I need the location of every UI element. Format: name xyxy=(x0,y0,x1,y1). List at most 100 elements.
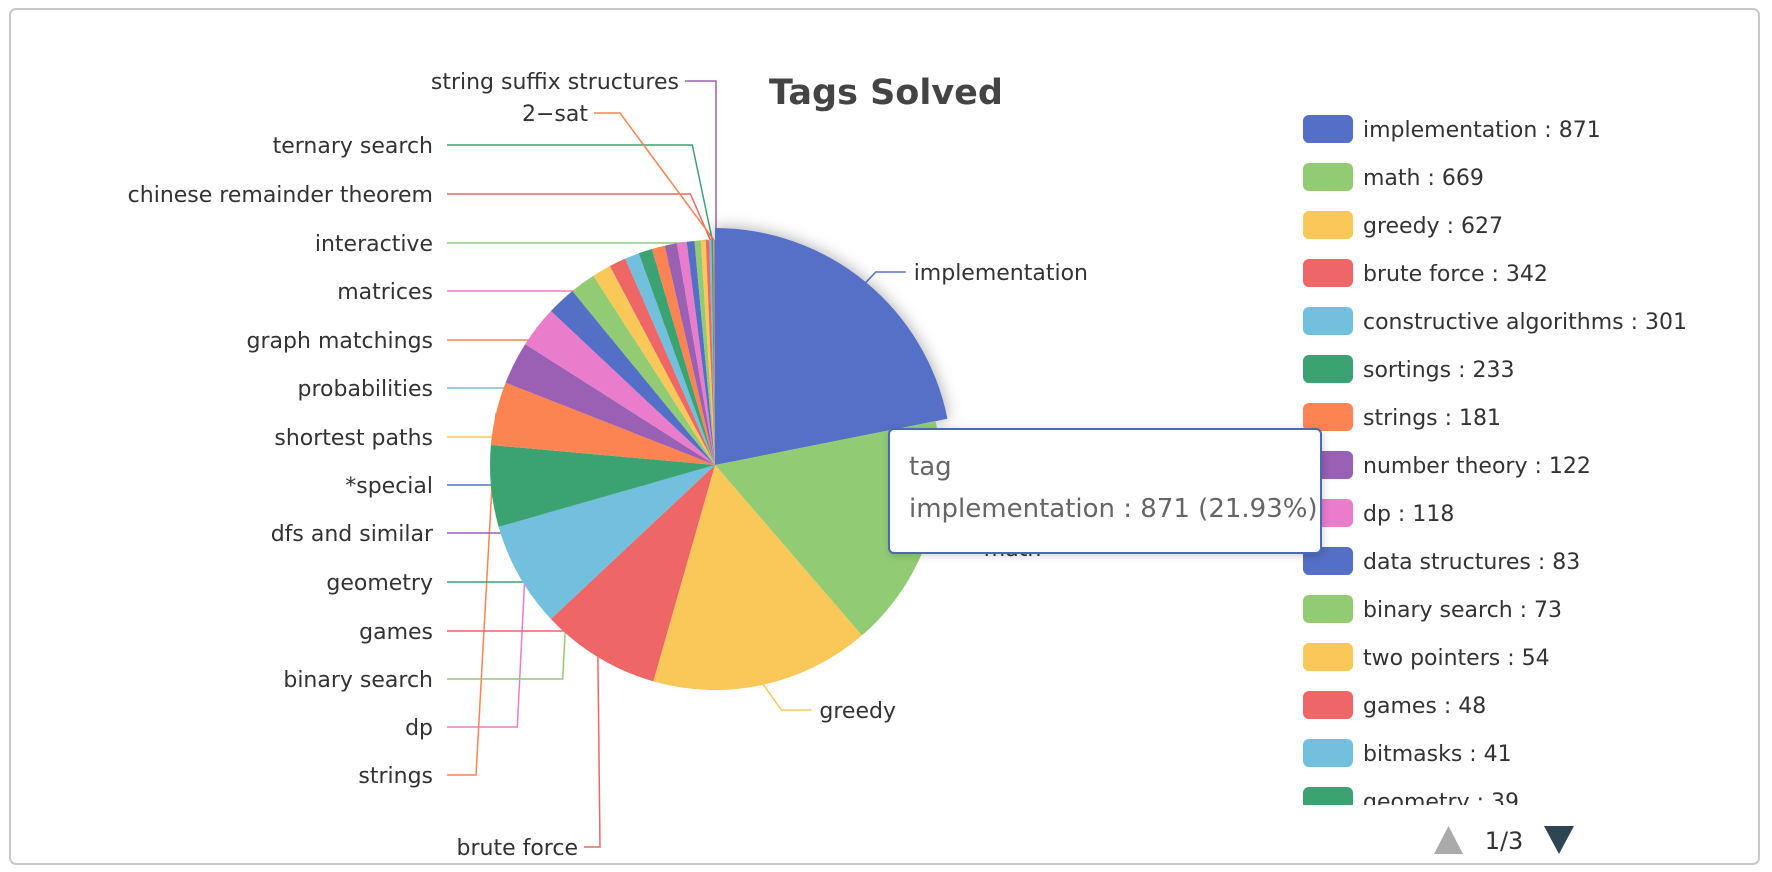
legend-item[interactable]: data structures : 83 xyxy=(1303,547,1580,575)
label-line-strings xyxy=(447,413,497,776)
legend-item[interactable]: two pointers : 54 xyxy=(1303,643,1550,671)
pie-slice-binary-search[interactable] xyxy=(572,275,715,465)
legend-item[interactable]: strings : 181 xyxy=(1303,403,1501,431)
legend-label: binary search : 73 xyxy=(1363,598,1562,623)
slice-labels: implementationmathgreedybrute forcestrin… xyxy=(128,70,1088,861)
label-line-interactive xyxy=(447,239,708,244)
legend-swatch xyxy=(1303,211,1353,239)
legend-item[interactable]: math : 669 xyxy=(1303,163,1484,191)
legend-item[interactable]: binary search : 73 xyxy=(1303,595,1562,623)
label-line-chinese-remainder-theorem xyxy=(447,193,712,241)
legend-swatch xyxy=(1303,115,1353,143)
legend-item[interactable]: brute force : 342 xyxy=(1303,259,1548,287)
legend-swatch xyxy=(1303,595,1353,623)
label-line-brute-force xyxy=(584,657,601,848)
legend-label: dp : 118 xyxy=(1363,502,1454,527)
slice-label-dp: dp xyxy=(405,716,433,741)
legend-label: math : 669 xyxy=(1363,166,1484,191)
legend-label: number theory : 122 xyxy=(1363,454,1591,479)
legend-swatch xyxy=(1303,163,1353,191)
legend-swatch xyxy=(1303,403,1353,431)
pie-slice-geometry[interactable] xyxy=(638,249,715,465)
legend-item[interactable]: games : 48 xyxy=(1303,691,1486,719)
slice-label-binary-search: binary search xyxy=(283,668,433,693)
legend-prev-page-icon[interactable] xyxy=(1434,826,1463,854)
pie-slice-number-theory[interactable] xyxy=(505,344,715,465)
slice-label-ternary-search: ternary search xyxy=(273,134,433,159)
pie-slice-data-structures[interactable] xyxy=(550,290,715,465)
pie-slice-greedy[interactable] xyxy=(653,465,862,690)
chart-title: Tags Solved xyxy=(769,73,1003,113)
slice-label-interactive: interactive xyxy=(315,232,433,257)
legend-item[interactable]: implementation : 871 xyxy=(1303,115,1601,143)
slice-label-chinese-remainder-theorem: chinese remainder theorem xyxy=(128,183,433,208)
pie-slice-ternary-search[interactable] xyxy=(711,240,715,465)
pie-slice-matrices[interactable] xyxy=(700,240,715,465)
legend-item[interactable]: greedy : 627 xyxy=(1303,211,1503,239)
label-line-ternary-search xyxy=(447,144,714,241)
pie-slice-graph-matchings[interactable] xyxy=(694,240,715,465)
legend-swatch xyxy=(1303,307,1353,335)
legend-swatch xyxy=(1303,643,1353,671)
pie-slices xyxy=(489,228,948,690)
pie-slice-chinese-remainder-theorem[interactable] xyxy=(709,240,715,465)
pie-slice-shortest-paths[interactable] xyxy=(676,241,715,465)
slice-label-geometry: geometry xyxy=(326,571,433,596)
pie-slice-strings[interactable] xyxy=(490,382,715,465)
tooltip-value: implementation : 871 (21.93%) xyxy=(909,494,1318,524)
legend-swatch xyxy=(1303,547,1353,575)
legend-label: bitmasks : 41 xyxy=(1363,742,1512,767)
slice-label-probabilities: probabilities xyxy=(298,377,433,402)
legend-swatch xyxy=(1303,787,1353,805)
pie-slice-sortings[interactable] xyxy=(489,444,715,527)
legend-swatch xyxy=(1303,355,1353,383)
slice-label-matrices: matrices xyxy=(337,280,433,305)
legend-label: geometry : 39 xyxy=(1363,790,1519,815)
legend-pager: 1/3 xyxy=(1434,826,1574,855)
legend-swatch xyxy=(1303,739,1353,767)
label-line-string-suffix-structures xyxy=(685,80,717,240)
slice-label-implementation: implementation xyxy=(914,261,1088,286)
pie-slice-implementation[interactable] xyxy=(715,228,948,465)
legend-label: two pointers : 54 xyxy=(1363,646,1550,671)
pie-slice-string-suffix-structures[interactable] xyxy=(714,239,715,465)
pie-slice-special[interactable] xyxy=(664,243,715,465)
pie-slice-bitmasks[interactable] xyxy=(625,253,715,465)
tooltip-series-name: tag xyxy=(909,452,952,482)
slice-label-brute-force: brute force xyxy=(456,836,578,861)
legend-item[interactable]: sortings : 233 xyxy=(1303,355,1514,383)
legend-label: games : 48 xyxy=(1363,694,1486,719)
pie-slice-brute-force[interactable] xyxy=(550,465,715,682)
label-line-2-sat xyxy=(594,112,715,241)
legend-label: constructive algorithms : 301 xyxy=(1363,310,1687,335)
legend-next-page-icon[interactable] xyxy=(1544,826,1574,854)
legend-page-indicator: 1/3 xyxy=(1485,827,1524,855)
slice-label-greedy: greedy xyxy=(819,699,896,724)
pie-slice-probabilities[interactable] xyxy=(686,240,715,465)
pie-slice-dfs-and-similar[interactable] xyxy=(651,245,715,465)
pie-slice-constructive-algorithms[interactable] xyxy=(498,465,715,619)
legend-item[interactable]: dp : 118 xyxy=(1303,499,1454,527)
slice-label-graph-matchings: graph matchings xyxy=(247,329,433,354)
legend-item[interactable]: geometry : 39 xyxy=(1303,787,1519,815)
legend-label: brute force : 342 xyxy=(1363,262,1548,287)
legend-label: sortings : 233 xyxy=(1363,358,1514,383)
legend-item[interactable]: bitmasks : 41 xyxy=(1303,739,1512,767)
pie-slice-dp[interactable] xyxy=(525,311,715,465)
pie-slice-interactive[interactable] xyxy=(705,240,715,465)
pie-slice-games[interactable] xyxy=(609,258,715,465)
pie-slice-math[interactable] xyxy=(715,421,940,636)
legend-item[interactable]: constructive algorithms : 301 xyxy=(1303,307,1687,335)
tooltip: tag implementation : 871 (21.93%) xyxy=(888,428,1322,554)
slice-label-strings: strings xyxy=(358,764,433,789)
legend-item[interactable]: number theory : 122 xyxy=(1303,451,1591,479)
slice-label-shortest-paths: shortest paths xyxy=(274,426,433,451)
slice-label-string-suffix-structures: string suffix structures xyxy=(431,70,679,95)
slice-label-games: games xyxy=(359,620,433,645)
pie-slice-two-pointers[interactable] xyxy=(593,266,715,465)
legend-label: strings : 181 xyxy=(1363,406,1501,431)
pie-slice-2-sat[interactable] xyxy=(713,240,715,465)
legend-label: implementation : 871 xyxy=(1363,118,1601,143)
slice-label-special: *special xyxy=(345,474,433,499)
